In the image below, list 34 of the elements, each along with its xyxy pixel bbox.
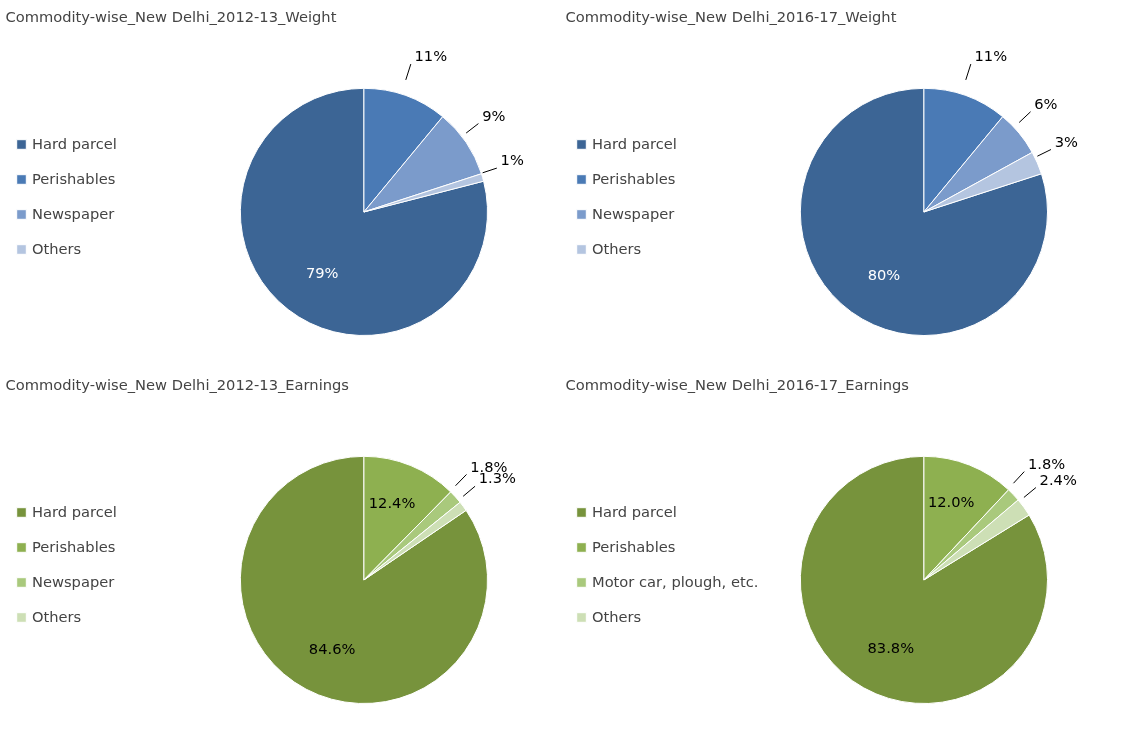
legend-label: Perishables bbox=[592, 538, 676, 555]
data-label: 3% bbox=[1054, 132, 1078, 150]
legend-label: Perishables bbox=[592, 170, 676, 187]
legend-label: Hard parcel bbox=[32, 135, 117, 152]
data-label: 9% bbox=[482, 106, 506, 124]
data-label: 1% bbox=[500, 151, 524, 169]
legend-label: Newspaper bbox=[592, 205, 675, 222]
data-label: 2.4% bbox=[1039, 470, 1077, 488]
legend-label: Perishables bbox=[32, 170, 116, 187]
chart-title: Commodity-wise_New Delhi_2012-13_Weight bbox=[5, 7, 337, 25]
legend-label: Others bbox=[592, 240, 642, 257]
chart-title: Commodity-wise_New Delhi_2016-17_Earnings bbox=[565, 375, 909, 393]
legend-label: Motor car, plough, etc. bbox=[592, 573, 759, 590]
data-label: 84.6% bbox=[308, 639, 356, 657]
data-label: 11% bbox=[974, 47, 1008, 65]
chart-title: Commodity-wise_New Delhi_2012-13_Earnings bbox=[5, 375, 349, 393]
legend-label: Newspaper bbox=[32, 573, 115, 590]
legend-label: Hard parcel bbox=[592, 135, 677, 152]
data-label: 12.4% bbox=[368, 493, 416, 511]
data-label: 79% bbox=[305, 264, 339, 282]
legend-label: Others bbox=[592, 608, 642, 625]
legend-label: Others bbox=[32, 240, 82, 257]
legend-label: Others bbox=[32, 608, 82, 625]
data-label: 12.0% bbox=[927, 493, 975, 511]
chart-title: Commodity-wise_New Delhi_2016-17_Weight bbox=[565, 7, 897, 25]
legend-label: Perishables bbox=[32, 538, 116, 555]
data-label: 80% bbox=[867, 265, 901, 283]
data-label: 6% bbox=[1034, 94, 1058, 112]
legend-label: Newspaper bbox=[32, 205, 115, 222]
data-label: 83.8% bbox=[867, 638, 915, 656]
data-label: 1.8% bbox=[1027, 454, 1066, 472]
legend-label: Hard parcel bbox=[592, 503, 677, 520]
data-label: 11% bbox=[414, 47, 448, 65]
legend-label: Hard parcel bbox=[32, 503, 117, 520]
